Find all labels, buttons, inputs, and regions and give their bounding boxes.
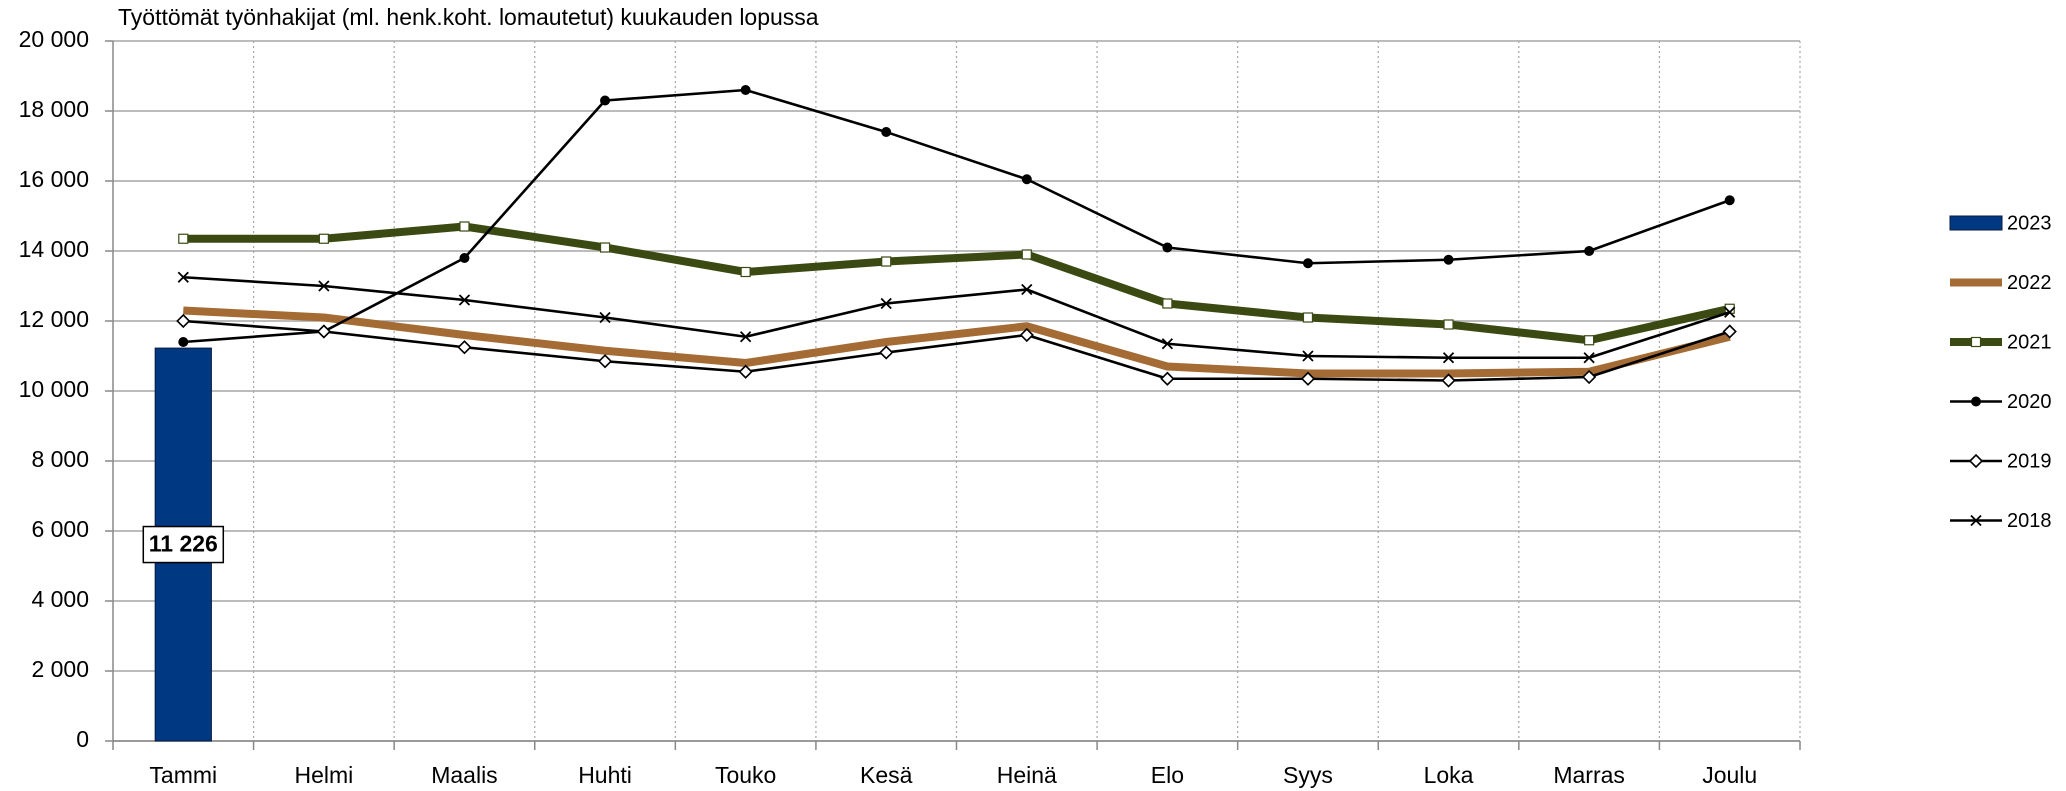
marker	[738, 364, 753, 379]
y-tick-label: 4 000	[31, 586, 89, 612]
legend-label: 2020	[2007, 391, 2052, 413]
line	[183, 88, 1731, 344]
marker	[1302, 312, 1314, 323]
marker	[880, 297, 892, 310]
marker	[1584, 335, 1595, 346]
marker	[1724, 306, 1736, 318]
marker	[600, 95, 611, 106]
marker	[879, 345, 894, 360]
x-tick-label: Huhti	[578, 762, 632, 788]
marker	[1300, 371, 1316, 386]
marker	[316, 324, 332, 339]
marker	[1162, 298, 1173, 309]
x-tick-label: Kesä	[860, 762, 913, 788]
legend-label: 2023	[2007, 212, 2052, 234]
y-tick-label: 6 000	[31, 516, 89, 542]
legend-label: 2022	[2007, 272, 2052, 294]
line	[183, 222, 1731, 345]
y-tick-label: 8 000	[31, 446, 89, 472]
marker	[1443, 319, 1454, 330]
marker	[881, 256, 892, 267]
marker	[1161, 338, 1174, 350]
marker	[1443, 254, 1454, 265]
line	[183, 319, 1731, 382]
legend-swatch	[1949, 215, 2003, 231]
marker	[1581, 369, 1597, 385]
legend-label: 2019	[2007, 450, 2052, 472]
marker	[1021, 283, 1033, 296]
value-label-box	[142, 525, 225, 564]
line	[183, 306, 1731, 378]
marker	[459, 253, 470, 263]
marker	[1968, 453, 1984, 469]
marker	[318, 280, 330, 292]
marker	[1583, 352, 1595, 364]
x-tick-label: Heinä	[997, 762, 1057, 788]
marker	[599, 311, 611, 324]
x-tick-label: Elo	[1151, 762, 1184, 788]
marker	[1019, 327, 1034, 343]
marker	[597, 354, 613, 369]
chart-title: Työttömät työnhakijat (ml. henk.koht. lo…	[118, 4, 819, 30]
y-tick-label: 10 000	[19, 376, 89, 402]
marker	[1302, 350, 1314, 362]
x-tick-label: Joulu	[1702, 762, 1757, 788]
marker	[178, 337, 189, 347]
marker	[1724, 195, 1735, 206]
x-tick-label: Syys	[1283, 762, 1333, 788]
marker	[740, 266, 751, 278]
marker	[739, 331, 752, 343]
marker	[318, 233, 329, 244]
marker	[1970, 514, 1982, 527]
y-tick-label: 14 000	[19, 236, 89, 262]
marker	[457, 340, 472, 355]
marker	[599, 242, 611, 253]
y-tick-label: 20 000	[19, 26, 89, 52]
marker	[1722, 324, 1737, 339]
x-tick-label: Maalis	[431, 762, 497, 788]
x-tick-label: Tammi	[149, 762, 217, 788]
marker	[1584, 246, 1595, 256]
marker	[1441, 373, 1456, 388]
legend-label: 2021	[2007, 331, 2052, 353]
marker	[1302, 258, 1313, 269]
value-label: 11 226	[149, 531, 218, 557]
marker	[1021, 249, 1032, 260]
marker	[459, 221, 470, 232]
y-tick-label: 12 000	[19, 306, 89, 332]
marker	[1442, 352, 1455, 364]
y-tick-label: 18 000	[19, 96, 89, 122]
marker	[458, 294, 471, 306]
x-tick-label: Touko	[715, 762, 776, 788]
x-tick-label: Loka	[1424, 762, 1474, 788]
marker	[1021, 174, 1032, 185]
marker	[177, 271, 189, 283]
y-tick-label: 2 000	[31, 656, 89, 682]
y-tick-label: 0	[76, 726, 89, 752]
marker	[178, 233, 189, 244]
marker	[1970, 336, 1982, 348]
x-tick-label: Marras	[1553, 762, 1625, 788]
marker	[1160, 371, 1175, 386]
marker	[176, 313, 191, 329]
y-tick-label: 16 000	[19, 166, 89, 192]
marker	[740, 85, 751, 95]
marker	[1971, 396, 1981, 407]
marker	[881, 127, 892, 137]
line	[183, 275, 1731, 360]
legend-label: 2018	[2007, 510, 2052, 532]
marker	[1162, 242, 1173, 253]
x-tick-label: Helmi	[294, 762, 353, 788]
